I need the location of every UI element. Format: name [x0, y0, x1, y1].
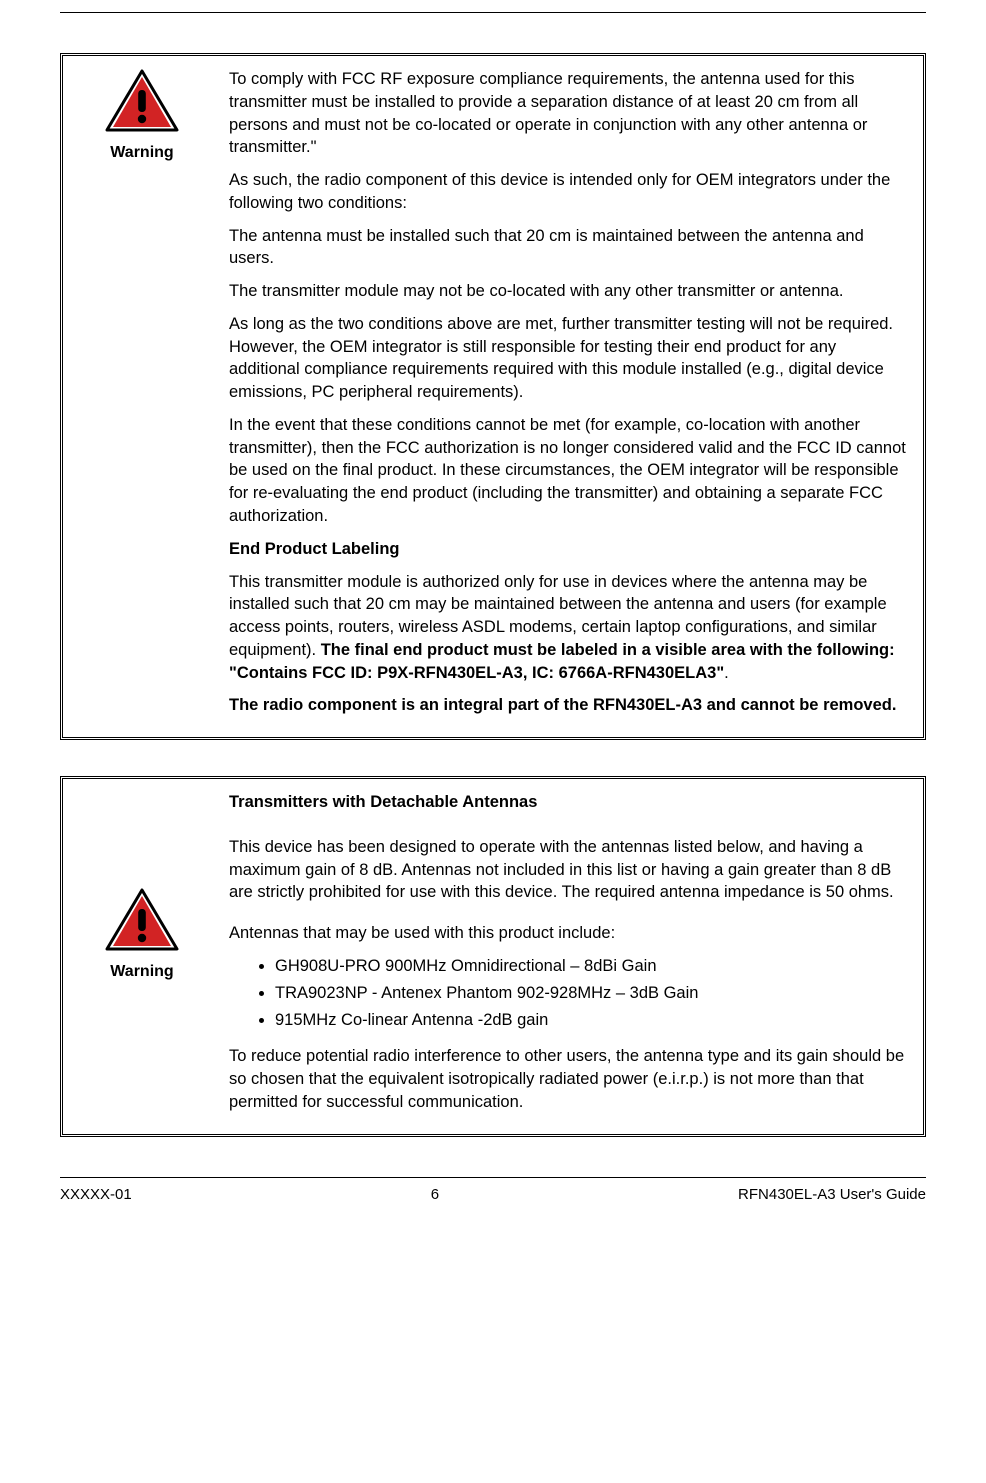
footer-right: RFN430EL-A3 User's Guide: [738, 1186, 926, 1203]
antenna-list: GH908U-PRO 900MHz Omnidirectional – 8dBi…: [229, 955, 909, 1031]
para: The antenna must be installed such that …: [229, 225, 909, 271]
para: To comply with FCC RF exposure complianc…: [229, 68, 909, 159]
warning-box-2: Warning Transmitters with Detachable Ant…: [60, 776, 926, 1136]
warning-box-1: Warning To comply with FCC RF exposure c…: [60, 53, 926, 740]
page: Warning To comply with FCC RF exposure c…: [0, 12, 986, 1233]
list-item: 915MHz Co-linear Antenna -2dB gain: [275, 1009, 909, 1032]
warning-triangle-icon: [104, 887, 180, 953]
para: This device has been designed to operate…: [229, 836, 909, 904]
warning-label: Warning: [110, 963, 173, 981]
warning-triangle-icon: [104, 68, 180, 134]
warning-icon-column: Warning: [77, 68, 207, 162]
warning-body-1: To comply with FCC RF exposure complianc…: [229, 68, 909, 727]
heading: End Product Labeling: [229, 538, 909, 561]
para: As such, the radio component of this dev…: [229, 169, 909, 215]
page-footer: XXXXX-01 6 RFN430EL-A3 User's Guide: [60, 1177, 926, 1203]
warning-body-2: Transmitters with Detachable Antennas Th…: [229, 791, 909, 1123]
para: Antennas that may be used with this prod…: [229, 922, 909, 945]
para: In the event that these conditions canno…: [229, 414, 909, 528]
para: This transmitter module is authorized on…: [229, 571, 909, 685]
footer-center: 6: [431, 1186, 439, 1203]
para: As long as the two conditions above are …: [229, 313, 909, 404]
warning-icon-column: Warning: [77, 887, 207, 981]
heading: Transmitters with Detachable Antennas: [229, 791, 909, 814]
list-item: TRA9023NP - Antenex Phantom 902-928MHz –…: [275, 982, 909, 1005]
footer-left: XXXXX-01: [60, 1186, 132, 1203]
list-item: GH908U-PRO 900MHz Omnidirectional – 8dBi…: [275, 955, 909, 978]
para: To reduce potential radio interference t…: [229, 1045, 909, 1113]
top-rule: [60, 12, 926, 13]
warning-label: Warning: [110, 144, 173, 162]
para: The radio component is an integral part …: [229, 694, 909, 717]
para: The transmitter module may not be co-loc…: [229, 280, 909, 303]
